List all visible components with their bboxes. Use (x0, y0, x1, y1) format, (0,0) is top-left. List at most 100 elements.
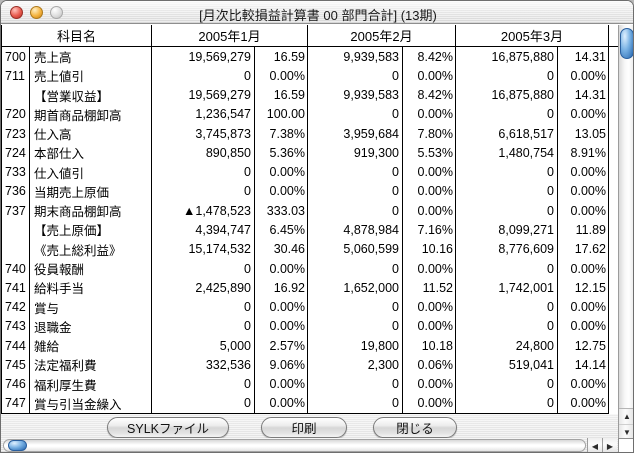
percent-month-2: 8.42% (403, 85, 456, 105)
table-row[interactable]: 733 仕入値引 0 0.00% 0 0.00% 0 0.00% (2, 162, 609, 182)
percent-month-3: 0.00% (558, 181, 609, 202)
table-row[interactable]: 700 売上高 19,569,279 16.59 9,939,583 8.42% 16,87… (2, 47, 609, 67)
row-code (2, 239, 30, 259)
table-row[interactable]: 711 売上値引 0 0.00% 0 0.00% 0 0.00% (2, 66, 609, 86)
percent-month-3: 0.00% (558, 297, 609, 317)
table-row[interactable]: 720 期首商品棚卸高 1,236,547 100.00 0 0.00% 0 0.00% (2, 104, 609, 125)
sylk-file-button[interactable]: SYLKファイル (107, 417, 229, 438)
scroll-up-icon: ▲ (623, 412, 631, 421)
table-row[interactable]: 【売上原価】 4,394,747 6.45% 4,878,984 7.16% 8,099,… (2, 220, 609, 240)
scroll-up-button[interactable]: ▲ (619, 409, 633, 424)
percent-month-2: 10.16 (403, 239, 456, 259)
table-row[interactable]: 747 賞与引当金繰入 0 0.00% 0 0.00% 0 0.00% (2, 393, 609, 413)
column-header-month-1: 2005年1月 (152, 25, 308, 46)
percent-month-3: 17.62 (558, 239, 609, 259)
table-row[interactable]: 743 退職金 0 0.00% 0 0.00% 0 0.00% (2, 316, 609, 336)
table-row[interactable]: 《売上総利益》 15,174,532 30.46 5,060,599 10.16 8,77… (2, 239, 609, 259)
row-code: 743 (2, 316, 30, 336)
horizontal-scroll-arrows: ◀ ▶ (587, 438, 617, 452)
account-name: 賞与 (30, 297, 152, 317)
amount-month-1: 15,174,532 (152, 239, 255, 259)
percent-month-1: 333.03 (255, 201, 308, 221)
minimize-window-button[interactable] (30, 6, 43, 19)
row-code: 723 (2, 124, 30, 144)
account-name: 当期売上原価 (30, 181, 152, 202)
amount-month-3: 0 (456, 66, 558, 86)
vertical-scroll-arrows: ▲ ▼ (619, 408, 633, 439)
table-row[interactable]: 736 当期売上原価 0 0.00% 0 0.00% 0 0.00% (2, 181, 609, 202)
percent-month-1: 2.57% (255, 335, 308, 356)
percent-month-1: 16.59 (255, 47, 308, 67)
table-row[interactable]: 737 期末商品棚卸高 ▲1,478,523 333.03 0 0.00% 0 0.00% (2, 201, 609, 221)
window-title: [月次比較損益計算書 00 部門合計] (13期) (199, 8, 437, 23)
percent-month-2: 0.00% (403, 181, 456, 202)
amount-month-2: 0 (308, 393, 403, 413)
scroll-left-icon: ◀ (591, 441, 599, 451)
account-name: 【営業収益】 (30, 85, 152, 105)
amount-month-2: 0 (308, 104, 403, 125)
scroll-right-button[interactable]: ▶ (602, 438, 617, 452)
window-content: 科目名 2005年1月 2005年2月 2005年3月 700 売上高 19,569… (1, 25, 633, 452)
row-code: 747 (2, 393, 30, 413)
window-titlebar[interactable]: [月次比較損益計算書 00 部門合計] (13期) (1, 1, 633, 24)
table-row[interactable]: 740 役員報酬 0 0.00% 0 0.00% 0 0.00% (2, 258, 609, 279)
table-row[interactable]: 741 給料手当 2,425,890 16.92 1,652,000 11.52 1,742… (2, 278, 609, 298)
percent-month-2: 7.16% (403, 220, 456, 240)
horizontal-scrollbar-thumb[interactable] (8, 440, 27, 451)
percent-month-2: 0.00% (403, 66, 456, 86)
amount-month-2: 3,959,684 (308, 124, 403, 144)
percent-month-3: 8.91% (558, 143, 609, 163)
amount-month-1: 2,425,890 (152, 278, 255, 298)
percent-month-2: 0.00% (403, 316, 456, 336)
table-row[interactable]: 【営業収益】 19,569,279 16.59 9,939,583 8.42% 16,87… (2, 85, 609, 105)
account-name: 仕入高 (30, 124, 152, 144)
vertical-scrollbar[interactable]: ▲ ▼ (618, 25, 633, 439)
amount-month-2: 0 (308, 316, 403, 336)
amount-month-2: 0 (308, 162, 403, 182)
percent-month-2: 0.00% (403, 104, 456, 125)
amount-month-1: 0 (152, 181, 255, 202)
table-row[interactable]: 724 本部仕入 890,850 5.36% 919,300 5.53% 1,480,754… (2, 143, 609, 163)
print-button[interactable]: 印刷 (261, 417, 347, 438)
amount-month-1: 332,536 (152, 355, 255, 375)
amount-month-3: 0 (456, 104, 558, 125)
amount-month-1: 0 (152, 374, 255, 394)
amount-month-2: 0 (308, 66, 403, 86)
row-code: 720 (2, 104, 30, 125)
percent-month-1: 16.59 (255, 85, 308, 105)
row-code: 700 (2, 47, 30, 67)
amount-month-1: 1,236,547 (152, 104, 255, 125)
percent-month-1: 0.00% (255, 258, 308, 279)
account-name: 期末商品棚卸高 (30, 201, 152, 221)
table-header-filler (609, 25, 618, 47)
table-row[interactable]: 723 仕入高 3,745,873 7.38% 3,959,684 7.80% 6,618,… (2, 124, 609, 144)
percent-month-2: 5.53% (403, 143, 456, 163)
percent-month-3: 0.00% (558, 104, 609, 125)
amount-month-3: 0 (456, 201, 558, 221)
horizontal-scrollbar-track[interactable] (3, 439, 586, 452)
amount-month-3: 6,618,517 (456, 124, 558, 144)
close-window-button[interactable] (10, 6, 23, 19)
account-name: 売上値引 (30, 66, 152, 86)
scroll-down-button[interactable]: ▼ (619, 424, 633, 439)
horizontal-scrollbar[interactable]: ◀ ▶ (1, 438, 618, 452)
amount-month-2: 4,878,984 (308, 220, 403, 240)
scroll-right-icon: ▶ (606, 441, 614, 451)
close-button[interactable]: 閉じる (373, 417, 457, 438)
percent-month-2: 7.80% (403, 124, 456, 144)
table-row[interactable]: 744 雑給 5,000 2.57% 19,800 10.18 24,800 12.75 (2, 335, 609, 356)
table-row[interactable]: 745 法定福利費 332,536 9.06% 2,300 0.06% 519,041 14.… (2, 355, 609, 375)
zoom-window-button[interactable] (50, 6, 63, 19)
table-row[interactable]: 746 福利厚生費 0 0.00% 0 0.00% 0 0.00% (2, 374, 609, 394)
percent-month-2: 0.06% (403, 355, 456, 375)
amount-month-2: 0 (308, 374, 403, 394)
account-name: 売上高 (30, 47, 152, 67)
scroll-left-button[interactable]: ◀ (587, 438, 602, 452)
amount-month-1: 0 (152, 297, 255, 317)
amount-month-3: 0 (456, 258, 558, 279)
vertical-scrollbar-thumb[interactable] (620, 28, 633, 59)
percent-month-1: 30.46 (255, 239, 308, 259)
table-row[interactable]: 742 賞与 0 0.00% 0 0.00% 0 0.00% (2, 297, 609, 317)
account-name: 雑給 (30, 335, 152, 356)
